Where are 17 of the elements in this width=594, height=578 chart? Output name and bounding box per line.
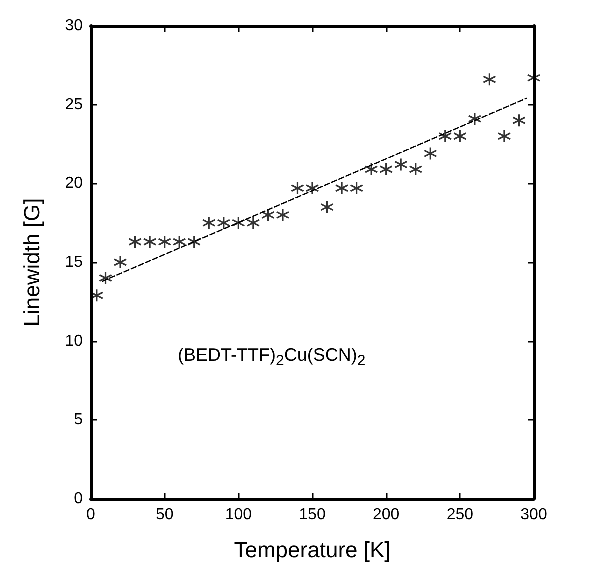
y-tick-label: 30	[65, 18, 84, 34]
x-tick-label: 150	[299, 506, 326, 524]
y-tick-label: 0	[74, 490, 84, 508]
y-tick-label: 20	[65, 175, 84, 192]
x-tick-label: 200	[372, 506, 400, 524]
y-tick-label: 5	[74, 412, 84, 429]
x-tick-label: 0	[86, 506, 96, 524]
x-tick-label: 300	[520, 506, 548, 524]
x-tick-label: 50	[156, 506, 174, 524]
y-tick-label: 15	[65, 254, 84, 271]
x-tick-label: 250	[446, 506, 474, 524]
annotation: (BEDT-TTF)$_{2}$Cu(SCN)$_{2}$	[178, 344, 366, 372]
y-axis-title: Linewidth [G]	[20, 198, 44, 327]
x-tick-label: 100	[225, 506, 252, 524]
y-tick-label: 10	[65, 332, 84, 350]
y-tick-label: 25	[65, 96, 84, 114]
x-axis-title: Temperature [K]	[234, 538, 391, 562]
